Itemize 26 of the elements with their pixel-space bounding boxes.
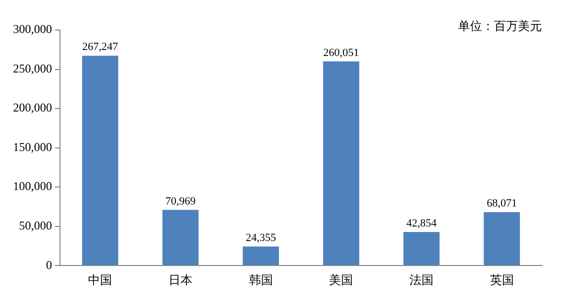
annotation: 单位：百万美元: [458, 18, 542, 35]
x-tick-label: 中国: [88, 272, 112, 287]
data-label: 68,071: [486, 198, 517, 210]
data-label: 260,051: [323, 46, 360, 59]
data-label: 42,854: [406, 217, 438, 230]
y-tick-label: 150,000: [13, 140, 52, 154]
data-label: 70,969: [165, 195, 196, 208]
bar: [82, 56, 118, 266]
y-tick-label: 250,000: [13, 61, 52, 76]
bar: [162, 210, 199, 266]
x-tick-label: 英国: [490, 272, 514, 287]
bar: [242, 246, 279, 266]
y-tick-label: 50,000: [19, 218, 52, 232]
x-tick-label: 韩国: [248, 272, 273, 287]
x-tick-label: 美国: [329, 272, 354, 287]
y-tick-label: 100,000: [13, 179, 52, 194]
bar: [403, 232, 440, 266]
x-tick-label: 日本: [168, 272, 192, 287]
y-tick-label: 0: [46, 258, 52, 272]
bar: [484, 212, 520, 266]
y-tick-label: 300,000: [13, 22, 52, 36]
data-label: 267,247: [82, 41, 119, 54]
bar: [323, 61, 360, 266]
data-label: 24,355: [246, 232, 276, 244]
y-tick-label: 200,000: [13, 100, 52, 115]
x-tick-label: 法国: [410, 272, 434, 287]
